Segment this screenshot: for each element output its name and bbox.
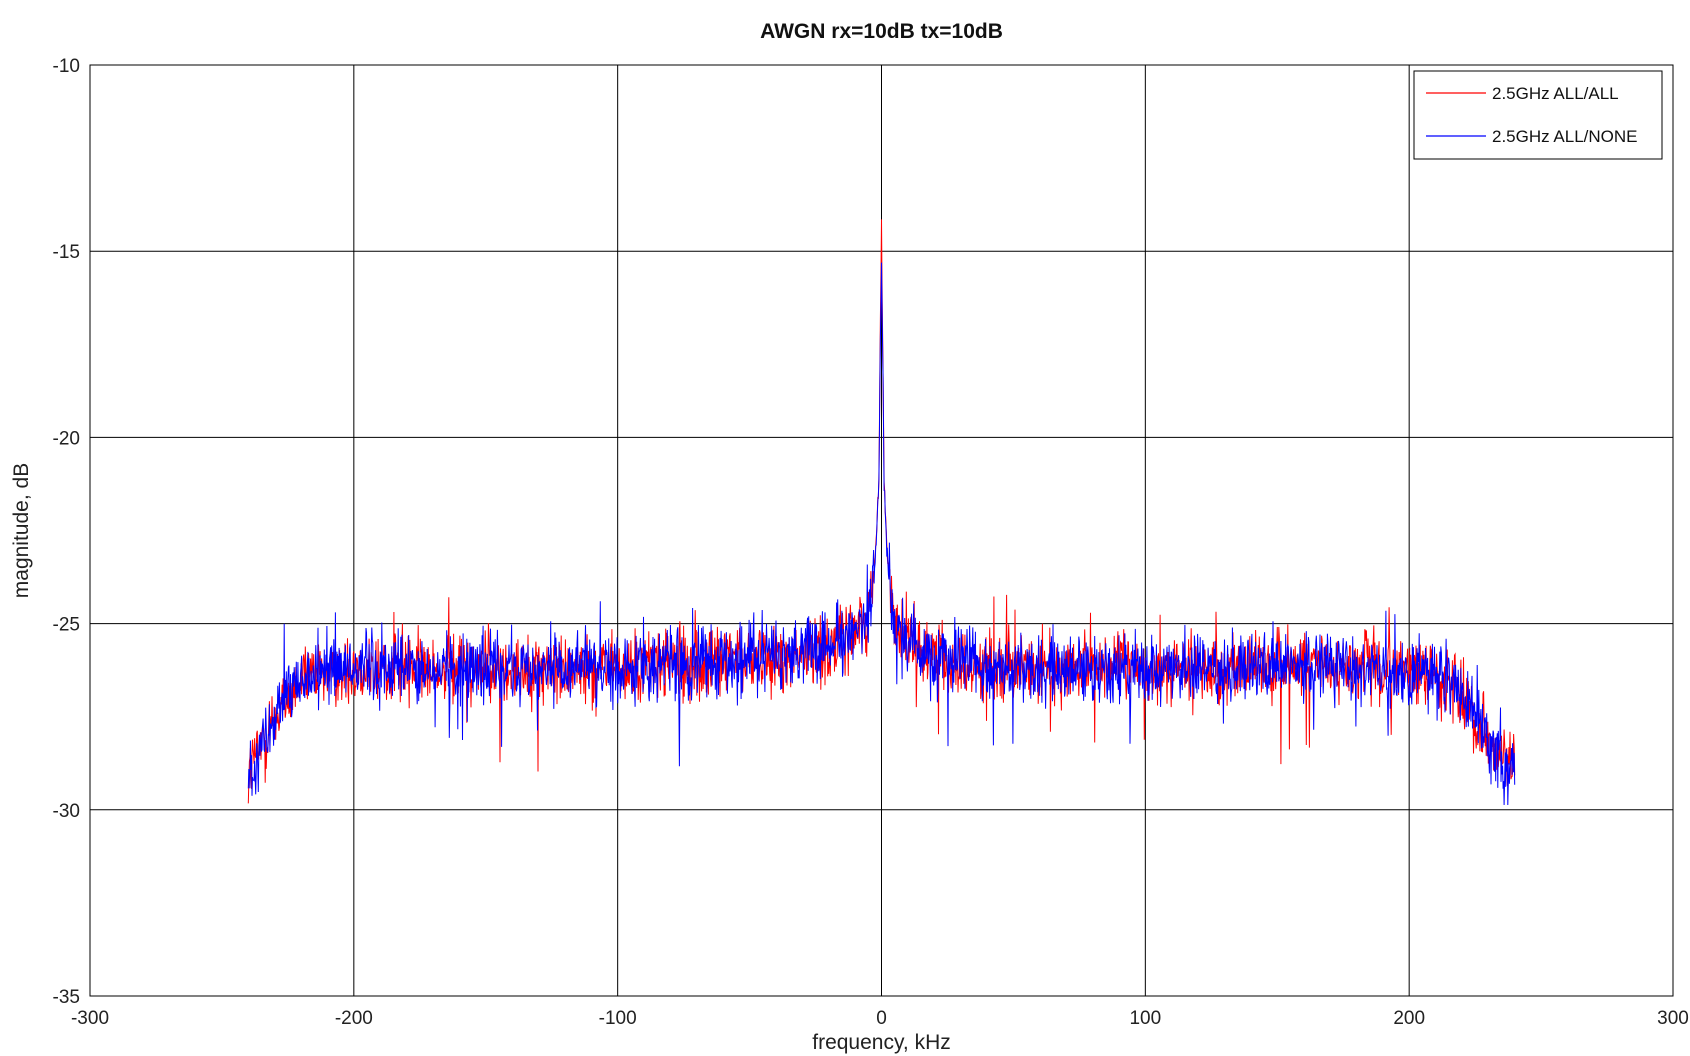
x-tick-label: 300: [1657, 1008, 1689, 1029]
legend: 2.5GHz ALL/ALL 2.5GHz ALL/NONE: [1413, 70, 1663, 160]
y-tick-label: -15: [53, 242, 80, 263]
legend-label: 2.5GHz ALL/ALL: [1492, 84, 1619, 103]
plot-frame: [89, 64, 1674, 997]
y-tick-label: -25: [53, 615, 80, 636]
y-tick-label: -30: [53, 801, 80, 822]
y-axis-title: magnitude, dB: [10, 463, 33, 598]
series-layer: [247, 219, 1516, 806]
x-tick-label: -100: [599, 1008, 637, 1029]
chart-title: AWGN rx=10dB tx=10dB: [760, 20, 1003, 43]
x-tick-label: 0: [876, 1008, 887, 1029]
y-tick-label: -10: [53, 56, 80, 77]
x-tick-label: -300: [71, 1008, 109, 1029]
y-tick-label: -35: [53, 987, 80, 1008]
ticks: -300 -200 -100 0 100 200 300 -35 -30 -25 -20 -15 -10: [53, 56, 1689, 1029]
y-tick-label: -20: [53, 428, 80, 449]
x-axis-title: frequency, kHz: [812, 1031, 951, 1054]
series-line-2: [247, 262, 1516, 806]
legend-label: 2.5GHz ALL/NONE: [1492, 127, 1638, 146]
x-tick-label: 100: [1129, 1008, 1161, 1029]
legend-box: [1413, 70, 1663, 160]
x-tick-label: -200: [335, 1008, 373, 1029]
x-tick-label: 200: [1393, 1008, 1425, 1029]
